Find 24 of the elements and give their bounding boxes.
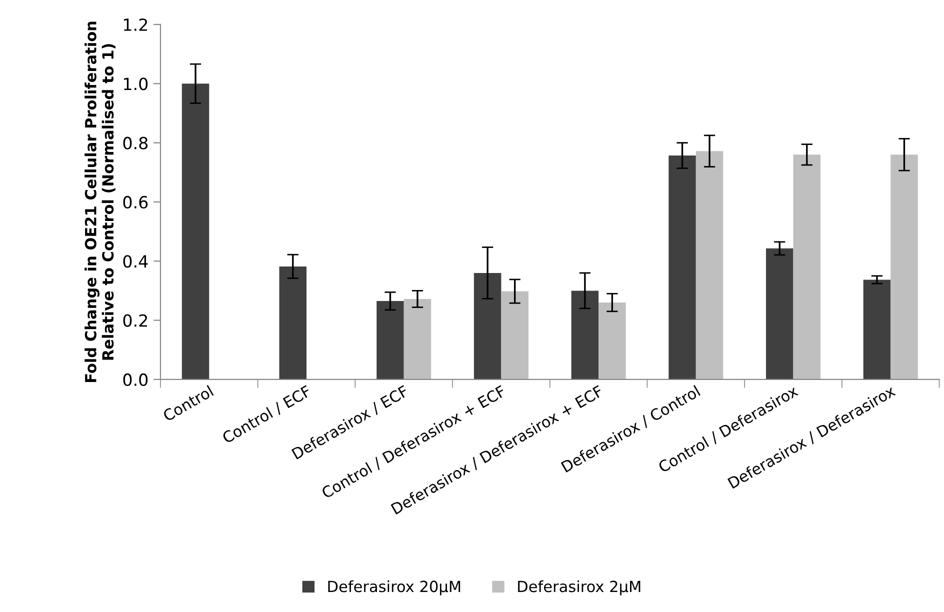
- bar: [696, 151, 724, 380]
- y-tick-label: 1.0: [124, 78, 148, 90]
- legend-label: Deferasirox 2µM: [518, 580, 640, 596]
- bar: [793, 154, 821, 380]
- bar: [279, 266, 307, 380]
- bar: [668, 156, 696, 380]
- bar: [376, 301, 404, 380]
- bar: [404, 298, 432, 380]
- bar: [501, 291, 528, 380]
- bar: [474, 272, 502, 380]
- bar: [890, 154, 918, 380]
- bar: [182, 84, 210, 380]
- bar: [766, 248, 794, 380]
- y-tick-label: 1.2: [124, 18, 148, 31]
- y-tick-label: 0.8: [123, 136, 148, 150]
- y-axis-title: Fold Change in OE21 Cellular Proliferation Relative to Control (Normalised to 1): [84, 22, 116, 382]
- y-tick-label: 0.2: [123, 314, 148, 327]
- bar: [571, 290, 599, 380]
- legend-label: Deferasirox 20µM: [328, 580, 460, 596]
- bar: [598, 302, 626, 380]
- y-tick-label: 0.6: [123, 196, 148, 209]
- y-tick-label: 0.0: [123, 373, 148, 386]
- y-tick-label: 0.4: [123, 255, 148, 268]
- bar: [863, 280, 891, 380]
